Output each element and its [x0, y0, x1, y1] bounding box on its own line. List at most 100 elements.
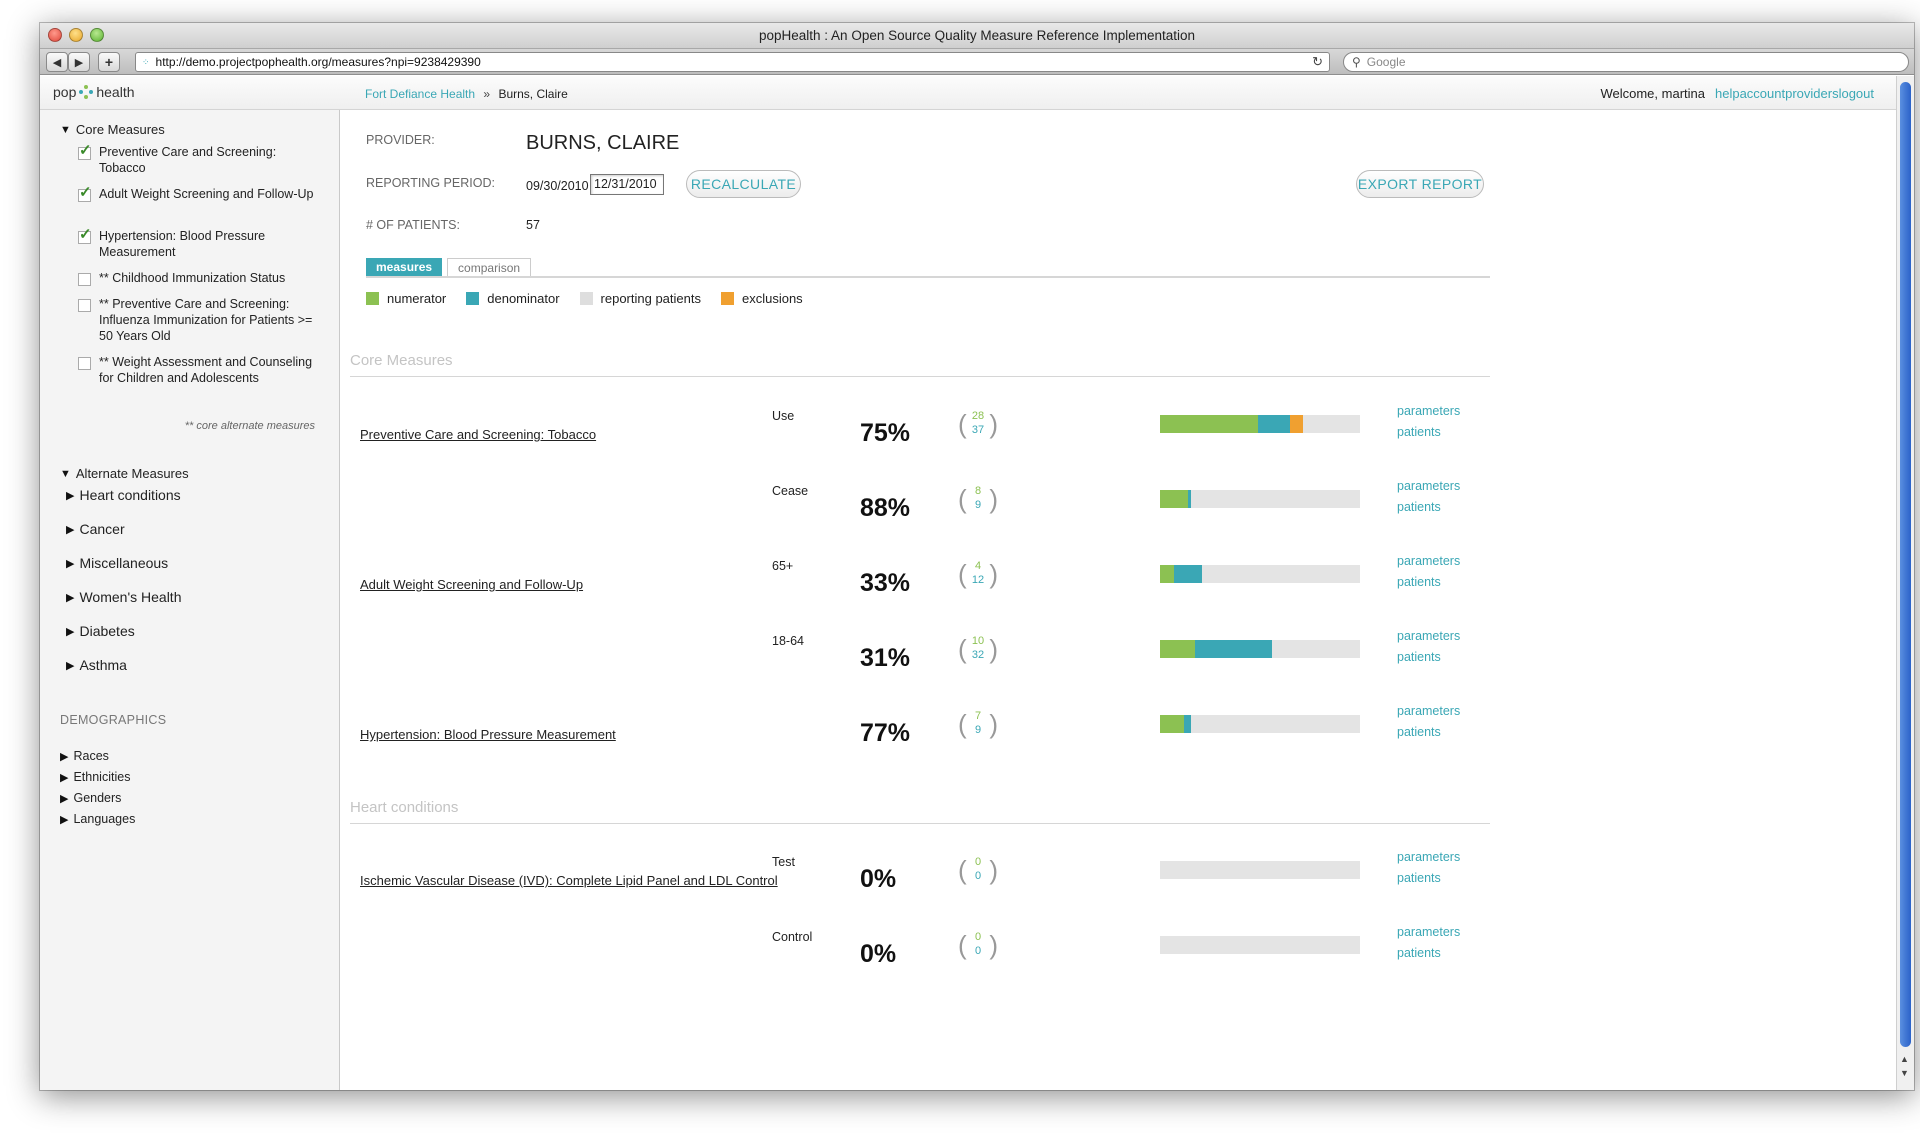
- parameters-link[interactable]: parameters: [1397, 704, 1461, 718]
- main-content: PROVIDER: BURNS, CLAIRE REPORTING PERIOD…: [340, 110, 1896, 1090]
- core-measure-item[interactable]: ** Preventive Care and Screening: Influe…: [78, 296, 318, 344]
- measure-percentage: 88%: [860, 494, 911, 522]
- core-measures-toggle[interactable]: ▼ Core Measures: [60, 122, 165, 137]
- close-paren: ): [989, 930, 998, 960]
- measure-percentage: 31%: [860, 644, 911, 672]
- patients-link[interactable]: patients: [1397, 725, 1441, 739]
- legend-reporting-patients: reporting patients: [579, 291, 701, 306]
- parameters-link[interactable]: parameters: [1397, 629, 1461, 643]
- triangle-right-icon: ▶: [60, 771, 69, 784]
- providers-link[interactable]: providers: [1785, 86, 1839, 101]
- measure-fraction: (0 0): [958, 855, 998, 889]
- demographic-label: Races: [73, 749, 109, 763]
- core-measure-item[interactable]: Preventive Care and Screening: Tobacco: [78, 143, 318, 176]
- alt-category-diabetes[interactable]: ▶ Diabetes: [66, 623, 135, 639]
- patients-link[interactable]: patients: [1397, 500, 1441, 514]
- patients-link[interactable]: patients: [1397, 575, 1441, 589]
- fraction-numerator: 4: [974, 560, 982, 572]
- measure-fraction: (8 9): [958, 484, 998, 518]
- minimize-window-button[interactable]: [69, 28, 83, 42]
- core-measure-item[interactable]: Adult Weight Screening and Follow-Up: [78, 185, 318, 202]
- help-link[interactable]: help: [1714, 86, 1740, 101]
- export-report-button[interactable]: EXPORT REPORT: [1356, 170, 1484, 198]
- measure-links: parameters patients: [1397, 922, 1460, 964]
- zoom-window-button[interactable]: [90, 28, 104, 42]
- demographic-languages[interactable]: ▶ Languages: [60, 812, 135, 826]
- triangle-down-icon: ▼: [60, 467, 71, 480]
- back-button[interactable]: ◀: [46, 52, 68, 72]
- browser-toolbar: ◀ ▶ + ⁘ http://demo.projectpophealth.org…: [40, 49, 1914, 75]
- alt-category-womens-health[interactable]: ▶ Women's Health: [66, 589, 181, 605]
- forward-button[interactable]: ▶: [68, 52, 90, 72]
- pophealth-logo[interactable]: pop health: [53, 84, 135, 100]
- alt-category-miscellaneous[interactable]: ▶ Miscellaneous: [66, 555, 168, 571]
- close-window-button[interactable]: [48, 28, 62, 42]
- measure-link-ivd[interactable]: Ischemic Vascular Disease (IVD): Complet…: [360, 873, 778, 888]
- app-header: pop health Fort Defiance Health » Burns,…: [40, 76, 1896, 110]
- scrollbar-thumb[interactable]: [1900, 82, 1911, 1047]
- parameters-link[interactable]: parameters: [1397, 404, 1461, 418]
- patients-link[interactable]: patients: [1397, 650, 1441, 664]
- scroll-down-arrow-icon[interactable]: ▼: [1900, 1068, 1909, 1078]
- scroll-up-arrow-icon[interactable]: ▲: [1900, 1054, 1909, 1064]
- core-measures-heading: Core Measures: [75, 122, 165, 137]
- measure-label: ** Weight Assessment and Counseling for …: [99, 355, 313, 385]
- breadcrumb-separator: »: [483, 87, 491, 101]
- alt-category-heart-conditions[interactable]: ▶ Heart conditions: [66, 487, 181, 503]
- recalculate-button[interactable]: RECALCULATE: [686, 170, 801, 198]
- legend-numerator: numerator: [366, 291, 446, 306]
- measure-checkbox[interactable]: [78, 143, 92, 160]
- measure-row: Use 75% (28 37) parameters patients: [340, 404, 1500, 471]
- fraction-numerator: 28: [971, 410, 985, 422]
- account-link[interactable]: account: [1739, 86, 1786, 101]
- parameters-link[interactable]: parameters: [1397, 479, 1461, 493]
- demographic-races[interactable]: ▶ Races: [60, 749, 109, 763]
- measure-link-hypertension[interactable]: Hypertension: Blood Pressure Measurement: [360, 727, 616, 742]
- reload-icon[interactable]: ↻: [1312, 54, 1323, 69]
- logout-link[interactable]: logout: [1838, 86, 1874, 101]
- core-measure-item[interactable]: ** Weight Assessment and Counseling for …: [78, 354, 318, 386]
- alt-category-asthma[interactable]: ▶ Asthma: [66, 657, 127, 673]
- measure-link-tobacco[interactable]: Preventive Care and Screening: Tobacco: [360, 427, 597, 442]
- fraction-numerator: 0: [974, 856, 982, 868]
- measure-checkbox[interactable]: [78, 357, 91, 370]
- demographic-ethnicities[interactable]: ▶ Ethnicities: [60, 770, 130, 784]
- parameters-link[interactable]: parameters: [1397, 554, 1461, 568]
- open-paren: (: [958, 855, 967, 885]
- measure-subgroup: Cease: [772, 484, 809, 498]
- measure-checkbox[interactable]: [78, 299, 91, 312]
- patients-link[interactable]: patients: [1397, 425, 1441, 439]
- search-field[interactable]: ⚲ Google: [1343, 52, 1909, 72]
- address-bar[interactable]: ⁘ http://demo.projectpophealth.org/measu…: [135, 52, 1330, 72]
- denominator-segment: [1195, 640, 1272, 658]
- triangle-right-icon: ▶: [66, 489, 75, 502]
- measure-subgroup: 65+: [772, 559, 794, 573]
- tab-comparison[interactable]: comparison: [447, 258, 532, 276]
- open-paren: (: [958, 559, 967, 589]
- patients-link[interactable]: patients: [1397, 946, 1441, 960]
- patients-link[interactable]: patients: [1397, 871, 1441, 885]
- demographic-genders[interactable]: ▶ Genders: [60, 791, 121, 805]
- numerator-segment: [1160, 490, 1188, 508]
- new-tab-button[interactable]: +: [98, 52, 120, 72]
- core-measure-item[interactable]: ** Childhood Immunization Status: [78, 270, 318, 286]
- breadcrumb-org-link[interactable]: Fort Defiance Health: [365, 87, 476, 101]
- measure-percentage: 75%: [860, 419, 911, 447]
- parameters-link[interactable]: parameters: [1397, 925, 1461, 939]
- tab-measures[interactable]: measures: [366, 258, 443, 276]
- alt-category-cancer[interactable]: ▶ Cancer: [66, 521, 125, 537]
- core-measure-item[interactable]: Hypertension: Blood Pressure Measurement: [78, 227, 318, 260]
- measure-checkbox[interactable]: [78, 273, 91, 286]
- parameters-link[interactable]: parameters: [1397, 850, 1461, 864]
- vertical-scrollbar[interactable]: ▲ ▼: [1896, 76, 1914, 1090]
- measure-link-adult-weight[interactable]: Adult Weight Screening and Follow-Up: [360, 577, 584, 592]
- measure-fraction: (28 37): [958, 409, 998, 443]
- measure-checkbox[interactable]: [78, 227, 92, 244]
- measure-bar: [1160, 640, 1360, 658]
- view-tabs: measures comparison: [366, 258, 536, 276]
- measure-links: parameters patients: [1397, 847, 1460, 889]
- alternate-measures-toggle[interactable]: ▼ Alternate Measures: [60, 466, 189, 481]
- period-end-input[interactable]: 12/31/2010: [590, 174, 664, 195]
- open-paren: (: [958, 484, 967, 514]
- measure-checkbox[interactable]: [78, 185, 92, 202]
